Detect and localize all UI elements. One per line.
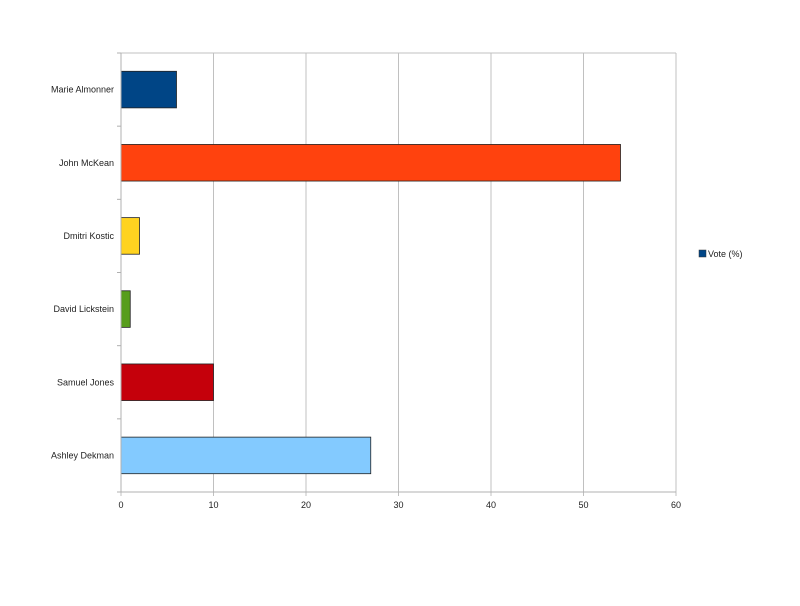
legend-swatch [698, 249, 707, 258]
x-tick-label: 20 [301, 500, 311, 510]
bar [120, 290, 131, 328]
x-tick-label: 60 [671, 500, 681, 510]
x-tick-label: 10 [208, 500, 218, 510]
gridlines [120, 52, 677, 496]
bar [120, 217, 140, 255]
category-label: Marie Almonner [51, 85, 114, 95]
category-label: Samuel Jones [57, 377, 115, 387]
bar [120, 363, 214, 401]
legend: Vote (%) [698, 249, 743, 259]
bars [120, 70, 621, 475]
legend-label: Vote (%) [708, 249, 743, 259]
x-tick-label: 30 [393, 500, 403, 510]
category-label: David Lickstein [53, 304, 114, 314]
axes: 0 10 20 30 40 50 60 Marie Almonner John McKean Dm… [51, 52, 681, 510]
x-tick-label: 50 [578, 500, 588, 510]
category-label: Dmitri Kostic [63, 231, 114, 241]
bar [120, 436, 372, 475]
category-label: John McKean [59, 158, 114, 168]
bar [120, 144, 621, 182]
x-tick-label: 0 [118, 500, 123, 510]
category-label: Ashley Dekman [51, 450, 114, 460]
bar [120, 70, 177, 109]
x-tick-label: 40 [486, 500, 496, 510]
